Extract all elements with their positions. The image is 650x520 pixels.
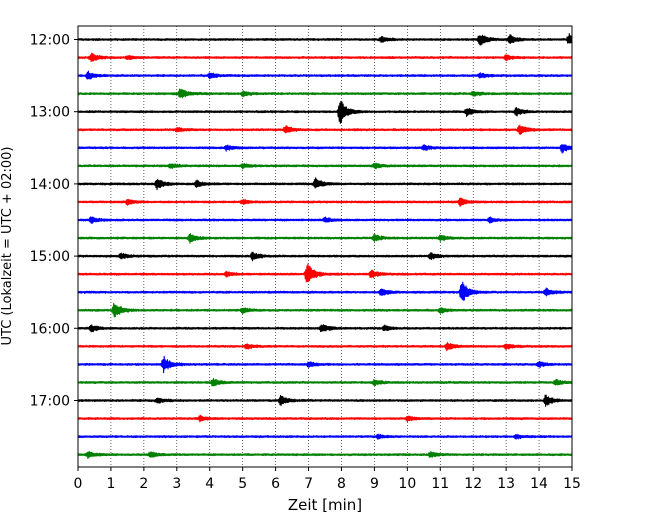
trace-1745 [77,450,573,459]
x-tick-label: 6 [271,476,280,492]
x-tick-label: 5 [238,476,247,492]
trace-1545 [77,302,573,318]
x-tick-label: 7 [304,476,313,492]
y-axis-label: UTC (Lokalzeit = UTC + 02:00) [0,147,15,346]
trace-1630 [77,355,573,374]
trace-1515 [77,263,573,283]
x-axis: 0 1 2 3 4 5 6 7 8 9 10 11 12 13 14 15 [74,467,581,492]
trace-1645 [77,377,573,387]
y-tick-label: 16:00 [30,321,70,337]
y-tick-label: 13:00 [30,105,70,121]
x-tick-label: 14 [530,476,548,492]
trace-1445 [77,233,573,244]
trace-1430 [77,216,573,224]
x-axis-label: Zeit [min] [288,496,362,514]
trace-1415 [77,197,573,207]
y-axis: 12:00 13:00 14:00 15:00 16:00 17:00 [30,33,78,410]
trace-1715 [77,414,573,423]
x-tick-label: 12 [464,476,482,492]
trace-1245 [77,88,573,99]
trace-1230 [77,70,573,80]
x-tick-label: 11 [431,476,449,492]
trace-1730 [77,433,573,440]
x-tick-label: 4 [205,476,214,492]
trace-1400 [77,177,573,191]
trace-1345 [77,162,573,170]
x-tick-label: 13 [497,476,515,492]
plot-frame [77,25,573,468]
x-tick-label: 10 [398,476,416,492]
trace-1200 [77,33,573,46]
trace-1500 [77,251,573,262]
x-tick-label: 1 [106,476,115,492]
y-tick-label: 12:00 [30,33,70,49]
trace-group [77,33,573,459]
trace-1300 [77,100,573,124]
x-tick-label: 0 [74,476,83,492]
x-tick-label: 3 [172,476,181,492]
x-tick-label: 9 [370,476,379,492]
trace-1600 [77,324,573,333]
x-tick-label: 15 [563,476,581,492]
trace-1615 [77,341,573,352]
y-tick-label: 14:00 [30,177,70,193]
y-tick-label: 17:00 [30,394,70,410]
x-tick-label: 8 [337,476,346,492]
y-tick-label: 15:00 [30,249,70,265]
trace-1530 [77,281,573,301]
trace-1315 [77,124,573,135]
trace-1700 [77,394,573,407]
x-tick-label: 2 [139,476,148,492]
trace-1330 [77,144,573,154]
trace-1215 [77,52,573,63]
